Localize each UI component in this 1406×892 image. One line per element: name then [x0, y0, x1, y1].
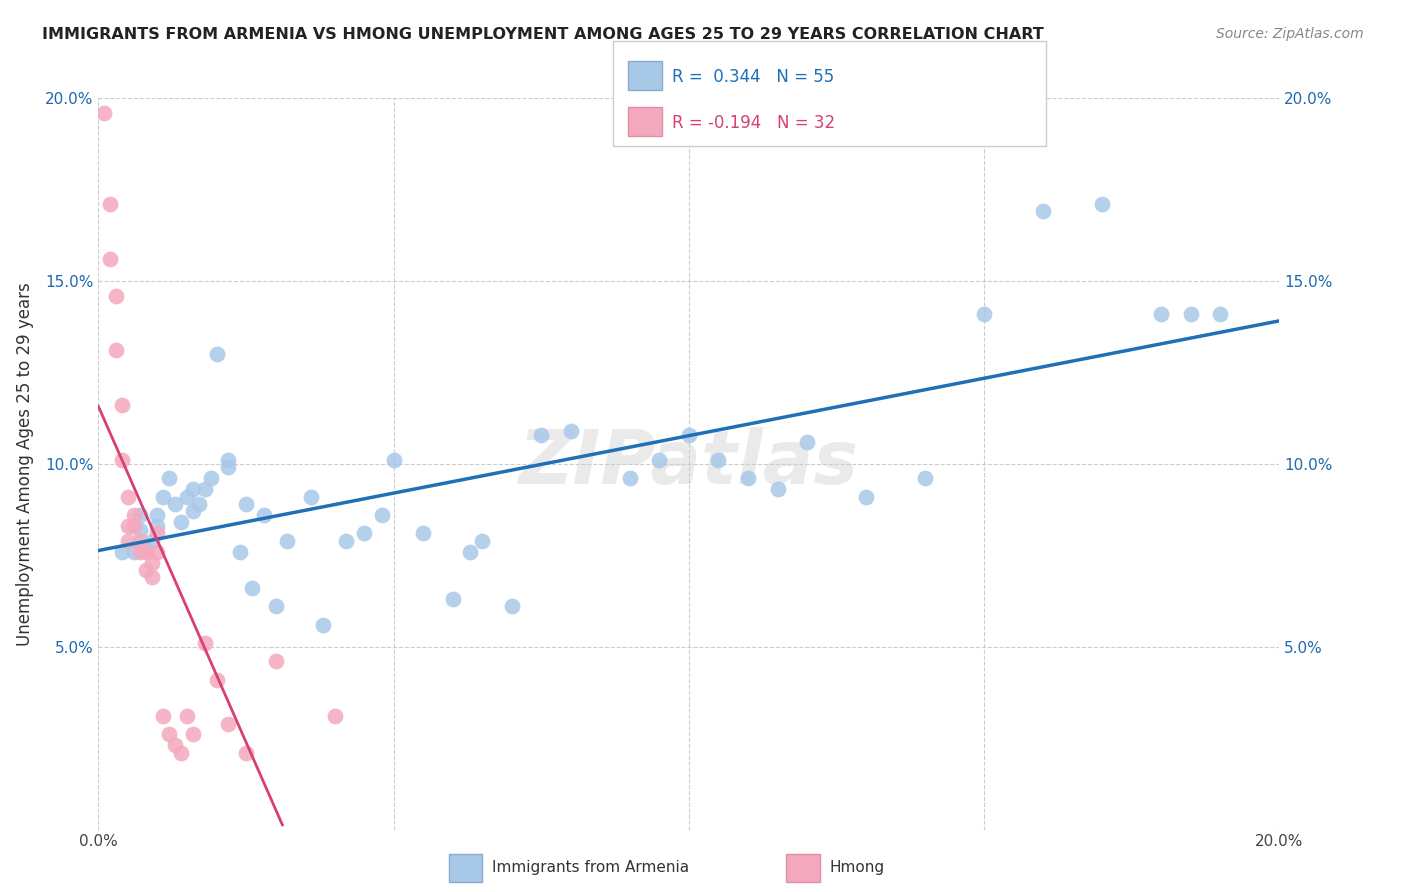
Text: Source: ZipAtlas.com: Source: ZipAtlas.com	[1216, 27, 1364, 41]
Point	[371, 508, 394, 522]
Point	[111, 544, 134, 558]
Text: ZIPatlas: ZIPatlas	[519, 427, 859, 500]
Point	[146, 544, 169, 558]
Point	[619, 471, 641, 485]
Point	[229, 544, 252, 558]
Point	[128, 544, 150, 558]
Point	[181, 727, 204, 741]
Point	[501, 599, 523, 614]
Point	[323, 709, 346, 723]
Point	[122, 508, 145, 522]
Point	[382, 453, 405, 467]
Point	[1180, 307, 1202, 321]
Point	[335, 533, 357, 548]
Point	[141, 570, 163, 584]
Point	[312, 617, 335, 632]
Point	[128, 508, 150, 522]
Point	[157, 727, 180, 741]
Point	[855, 490, 877, 504]
Point	[122, 544, 145, 558]
Point	[678, 427, 700, 442]
Point	[181, 483, 204, 497]
Point	[122, 519, 145, 533]
Point	[146, 526, 169, 541]
Point	[117, 490, 139, 504]
Point	[176, 709, 198, 723]
Point	[707, 453, 730, 467]
Point	[128, 533, 150, 548]
Point	[441, 592, 464, 607]
Point	[530, 427, 553, 442]
Point	[135, 563, 157, 577]
Point	[98, 252, 121, 266]
Point	[217, 716, 239, 731]
Text: R =  0.344   N = 55: R = 0.344 N = 55	[672, 68, 834, 86]
Point	[194, 636, 217, 650]
Point	[914, 471, 936, 485]
Point	[217, 453, 239, 467]
Point	[200, 471, 222, 485]
Point	[105, 343, 128, 358]
Point	[152, 709, 174, 723]
Y-axis label: Unemployment Among Ages 25 to 29 years: Unemployment Among Ages 25 to 29 years	[15, 282, 34, 646]
Point	[98, 197, 121, 211]
Point	[235, 497, 257, 511]
Point	[135, 544, 157, 558]
Point	[152, 490, 174, 504]
Point	[299, 490, 322, 504]
Point	[217, 460, 239, 475]
Text: Hmong: Hmong	[830, 861, 884, 875]
Point	[648, 453, 671, 467]
Text: R = -0.194   N = 32: R = -0.194 N = 32	[672, 114, 835, 132]
Point	[146, 519, 169, 533]
Point	[170, 746, 193, 760]
Point	[253, 508, 276, 522]
Point	[973, 307, 995, 321]
Point	[276, 533, 298, 548]
Point	[1091, 197, 1114, 211]
Point	[560, 424, 582, 438]
Point	[205, 347, 228, 361]
Point	[128, 523, 150, 537]
Point	[111, 453, 134, 467]
Point	[412, 526, 434, 541]
Text: IMMIGRANTS FROM ARMENIA VS HMONG UNEMPLOYMENT AMONG AGES 25 TO 29 YEARS CORRELAT: IMMIGRANTS FROM ARMENIA VS HMONG UNEMPLO…	[42, 27, 1043, 42]
Point	[176, 490, 198, 504]
Point	[117, 533, 139, 548]
Point	[1032, 204, 1054, 219]
Point	[460, 544, 482, 558]
Point	[141, 533, 163, 548]
Point	[170, 516, 193, 530]
Point	[235, 746, 257, 760]
Point	[146, 508, 169, 522]
Point	[471, 533, 494, 548]
Point	[165, 497, 187, 511]
Point	[93, 105, 115, 120]
Point	[165, 739, 187, 753]
Point	[264, 654, 287, 668]
Point	[264, 599, 287, 614]
Point	[157, 471, 180, 485]
Point	[105, 288, 128, 302]
Point	[353, 526, 375, 541]
Point	[111, 398, 134, 412]
Point	[737, 471, 759, 485]
Point	[205, 673, 228, 687]
Point	[141, 556, 163, 570]
Point	[187, 497, 209, 511]
Point	[194, 483, 217, 497]
Point	[240, 581, 263, 595]
Point	[766, 483, 789, 497]
Point	[117, 519, 139, 533]
Point	[135, 541, 157, 555]
Point	[1150, 307, 1173, 321]
Point	[181, 504, 204, 518]
Point	[796, 434, 818, 449]
Text: Immigrants from Armenia: Immigrants from Armenia	[492, 861, 689, 875]
Point	[1209, 307, 1232, 321]
